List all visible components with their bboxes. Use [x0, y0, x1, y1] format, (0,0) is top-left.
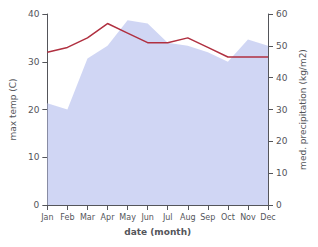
- svg-text:Jan: Jan: [40, 213, 53, 222]
- svg-text:0: 0: [34, 200, 40, 210]
- svg-text:Aug: Aug: [180, 213, 196, 222]
- svg-text:0: 0: [276, 200, 282, 210]
- svg-text:date (month): date (month): [124, 227, 191, 237]
- svg-text:med. precipitation (kg/m2): med. precipitation (kg/m2): [298, 49, 308, 170]
- svg-text:Apr: Apr: [101, 213, 116, 222]
- svg-text:20: 20: [276, 136, 288, 146]
- svg-text:40: 40: [276, 73, 288, 83]
- svg-text:30: 30: [276, 105, 288, 115]
- svg-text:40: 40: [28, 9, 40, 19]
- svg-text:Oct: Oct: [221, 213, 235, 222]
- svg-text:May: May: [119, 213, 136, 222]
- svg-text:10: 10: [28, 152, 40, 162]
- svg-text:Dec: Dec: [260, 213, 275, 222]
- svg-text:20: 20: [28, 105, 40, 115]
- svg-text:Sep: Sep: [200, 213, 215, 222]
- svg-text:max temp (C): max temp (C): [8, 78, 18, 140]
- svg-text:Mar: Mar: [80, 213, 96, 222]
- svg-text:Nov: Nov: [240, 213, 256, 222]
- svg-text:Jun: Jun: [140, 213, 154, 222]
- svg-text:10: 10: [276, 168, 288, 178]
- svg-text:50: 50: [276, 41, 288, 51]
- svg-text:Jul: Jul: [162, 213, 173, 222]
- svg-text:60: 60: [276, 9, 288, 19]
- svg-text:Feb: Feb: [60, 213, 74, 222]
- svg-text:30: 30: [28, 57, 40, 67]
